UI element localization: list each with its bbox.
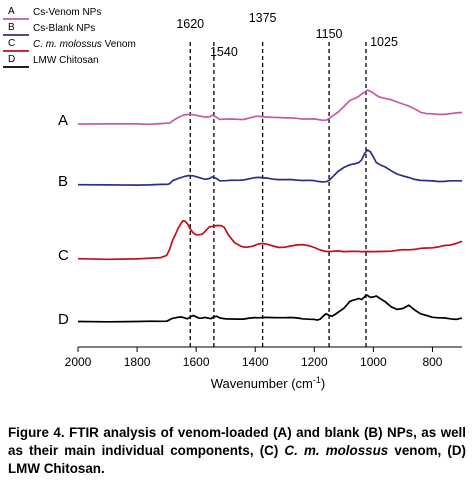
caption-text-2: venom, (D) LMW Chitosan. [8, 443, 466, 476]
x-axis: 2000 1800 1600 1400 1200 1000 800 [65, 346, 462, 369]
series-label-D: D [58, 311, 69, 328]
legend-letter-C: C [8, 38, 15, 49]
figure-caption: Figure 4. FTIR analysis of venom-loaded … [8, 424, 466, 478]
ref-label-1620: 1620 [176, 17, 204, 31]
series-label-C: C [58, 247, 69, 264]
legend-label-B: Cs-Blank NPs [33, 23, 95, 34]
x-tick-label-1000: 1000 [360, 355, 387, 369]
series-label-B: B [58, 173, 68, 190]
legend-label-A: Cs-Venom NPs [33, 7, 101, 18]
x-axis-title: Wavenumber (cm-1) [211, 375, 325, 391]
series-label-A: A [58, 112, 68, 129]
legend-letter-D: D [8, 54, 15, 65]
series-labels: A B C D [58, 112, 69, 328]
ref-label-1375: 1375 [249, 11, 277, 25]
x-axis-title-close: ) [321, 376, 325, 391]
ftir-chart: A Cs-Venom NPs B Cs-Blank NPs C C. m. molossu… [3, 6, 463, 391]
spectra-series [77, 89, 463, 323]
legend-letter-A: A [8, 6, 15, 17]
legend-letter-B: B [8, 22, 15, 33]
ref-label-1150: 1150 [316, 27, 343, 41]
x-tick-label-800: 800 [422, 355, 442, 369]
chart-legend: A Cs-Venom NPs B Cs-Blank NPs C C. m. molossu… [3, 6, 136, 68]
series-C-line [77, 220, 463, 261]
x-tick-label-1400: 1400 [242, 355, 269, 369]
x-axis-title-superscript: -1 [313, 375, 321, 385]
caption-italic: C. m. molossus [284, 443, 389, 458]
caption-text-1: Figure 4. FTIR analysis of venom-loaded … [8, 425, 466, 458]
ref-label-1540: 1540 [210, 45, 238, 59]
ref-label-1025: 1025 [370, 35, 398, 49]
series-A-line [77, 89, 463, 126]
series-D-line [77, 294, 463, 323]
legend-label-D: LMW Chitosan [33, 55, 99, 66]
x-tick-label-1600: 1600 [183, 355, 210, 369]
x-tick-label-2000: 2000 [65, 355, 92, 369]
legend-label-C: C. m. molossus Venom [33, 39, 136, 50]
x-tick-label-1800: 1800 [124, 355, 151, 369]
x-tick-label-1200: 1200 [301, 355, 328, 369]
series-B-line [77, 149, 462, 186]
